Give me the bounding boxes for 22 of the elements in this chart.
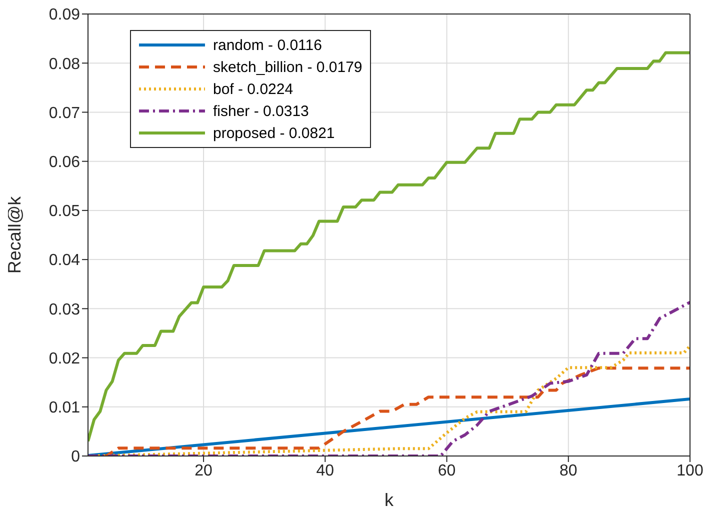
x-tick-label: 60 [438, 462, 456, 480]
x-tick-label: 40 [316, 462, 334, 480]
legend-label: proposed - 0.0821 [213, 124, 335, 142]
line-series [88, 51, 690, 443]
y-tick-label: 0.02 [48, 350, 80, 368]
y-tick-label: 0.03 [48, 301, 80, 318]
legend-label: sketch_billion - 0.0179 [213, 58, 362, 76]
x-tick-label: 80 [559, 462, 578, 480]
y-tick-label: 0.05 [48, 203, 80, 220]
legend-label: bof - 0.0224 [213, 80, 294, 98]
legend-label: fisher - 0.0313 [213, 102, 309, 120]
x-axis-title: k [384, 490, 394, 510]
legend-label: random - 0.0116 [213, 36, 322, 54]
y-tick-label: 0.09 [48, 6, 80, 24]
x-tick-label: 20 [194, 462, 213, 480]
y-tick-label: 0.07 [48, 104, 80, 122]
y-tick-label: 0.04 [48, 252, 80, 270]
y-tick-label: 0 [71, 448, 80, 466]
y-tick-label: 0.06 [48, 154, 80, 172]
x-tick-label: 100 [676, 462, 704, 480]
y-tick-label: 0.01 [48, 400, 80, 417]
y-tick-label: 0.08 [48, 56, 80, 73]
